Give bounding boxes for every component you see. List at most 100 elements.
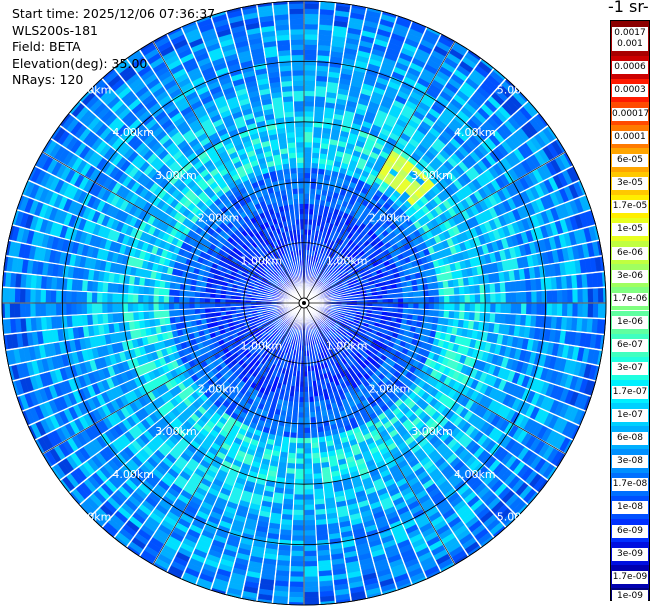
gate-cell xyxy=(592,288,599,303)
gate-cell xyxy=(304,545,317,552)
gate-cell xyxy=(515,292,522,303)
gate-cell xyxy=(448,310,455,319)
gate-cell xyxy=(308,386,314,393)
gate-cell xyxy=(304,59,317,66)
gate-cell xyxy=(315,513,327,521)
gate-cell xyxy=(304,494,314,501)
gate-cell xyxy=(314,406,322,413)
gate-cell xyxy=(397,297,404,303)
gate-cell xyxy=(510,292,517,303)
gate-cell xyxy=(304,69,316,76)
gate-cell xyxy=(314,111,324,118)
gate-cell xyxy=(397,292,404,299)
gate-cell xyxy=(290,427,298,434)
gate-cell xyxy=(443,310,450,319)
gate-cell xyxy=(316,183,323,190)
gate-cell xyxy=(458,286,465,295)
gate-cell xyxy=(432,316,439,324)
gate-cell xyxy=(292,535,304,542)
gate-cell xyxy=(438,310,445,318)
gate-cell xyxy=(387,307,394,313)
gate-cell xyxy=(509,314,517,325)
gate-cell xyxy=(316,60,329,67)
gate-cell xyxy=(433,296,440,303)
gate-cell xyxy=(311,447,320,454)
gate-cell xyxy=(289,596,304,603)
gate-cell xyxy=(299,381,305,388)
gate-cell xyxy=(304,519,316,526)
gate-cell xyxy=(433,289,440,297)
gate-cell xyxy=(304,182,311,189)
gate-cell xyxy=(304,540,317,547)
gate-cell xyxy=(293,499,304,506)
gate-cell xyxy=(317,173,325,180)
gate-cell xyxy=(304,126,313,133)
gate-cell xyxy=(310,416,317,423)
gate-cell xyxy=(428,296,435,303)
gate-cell xyxy=(293,509,304,516)
gate-cell xyxy=(463,285,471,295)
gate-cell xyxy=(387,303,394,308)
gate-cell xyxy=(458,311,465,320)
gate-cell xyxy=(500,292,507,303)
gate-cell xyxy=(443,287,450,296)
gate-cell xyxy=(312,457,321,464)
gate-cell xyxy=(304,560,318,567)
gate-cell xyxy=(304,54,317,61)
gate-cell xyxy=(438,295,445,303)
gate-cell xyxy=(304,437,312,444)
gate-cell xyxy=(300,371,304,377)
gate-cell xyxy=(526,291,532,303)
gate-cell xyxy=(309,401,315,408)
gate-cell xyxy=(413,297,420,303)
gate-cell xyxy=(290,576,304,583)
gate-cell xyxy=(299,376,304,383)
gate-cell xyxy=(297,432,304,439)
gate-cell xyxy=(287,400,294,408)
gate-cell xyxy=(449,303,455,311)
gate-cell xyxy=(427,282,434,290)
gate-cell xyxy=(597,288,604,303)
gate-cell xyxy=(304,525,316,531)
gate-cell xyxy=(287,452,296,459)
gate-cell xyxy=(304,208,309,215)
gate-cell xyxy=(284,483,295,490)
gate-cell xyxy=(577,303,584,317)
gate-cell xyxy=(309,406,316,413)
gate-cell xyxy=(311,157,320,164)
gate-cell xyxy=(392,303,399,308)
gate-cell xyxy=(310,427,318,434)
gate-cell xyxy=(556,290,563,303)
gate-cell xyxy=(304,116,314,122)
gate-cell xyxy=(294,391,300,398)
gate-cell xyxy=(412,285,419,292)
gate-cell xyxy=(428,309,435,317)
gate-cell xyxy=(315,85,327,93)
gate-cell xyxy=(317,426,325,433)
gate-cell xyxy=(541,303,548,316)
gate-cell xyxy=(304,412,310,419)
gate-cell xyxy=(453,311,460,320)
gate-cell xyxy=(282,436,290,443)
gate-cell xyxy=(397,307,404,314)
gate-cell xyxy=(444,303,450,311)
gate-cell xyxy=(308,396,315,403)
gate-cell xyxy=(297,427,304,434)
gate-cell xyxy=(314,193,322,200)
gate-cell xyxy=(551,290,558,303)
gate-cell xyxy=(314,198,321,206)
gate-cell xyxy=(299,386,304,393)
gate-cell xyxy=(304,386,309,393)
gate-cell xyxy=(304,64,316,71)
gate-cell xyxy=(428,289,435,297)
gate-cell xyxy=(318,436,326,443)
gate-cell xyxy=(285,473,295,480)
gate-cell xyxy=(417,290,424,297)
gate-cell xyxy=(312,136,322,144)
gate-cell xyxy=(387,293,394,299)
gate-cell xyxy=(444,295,450,303)
gate-cell xyxy=(407,291,414,298)
gate-cell xyxy=(304,213,309,220)
gate-cell xyxy=(304,44,317,51)
gate-cell xyxy=(474,303,481,312)
